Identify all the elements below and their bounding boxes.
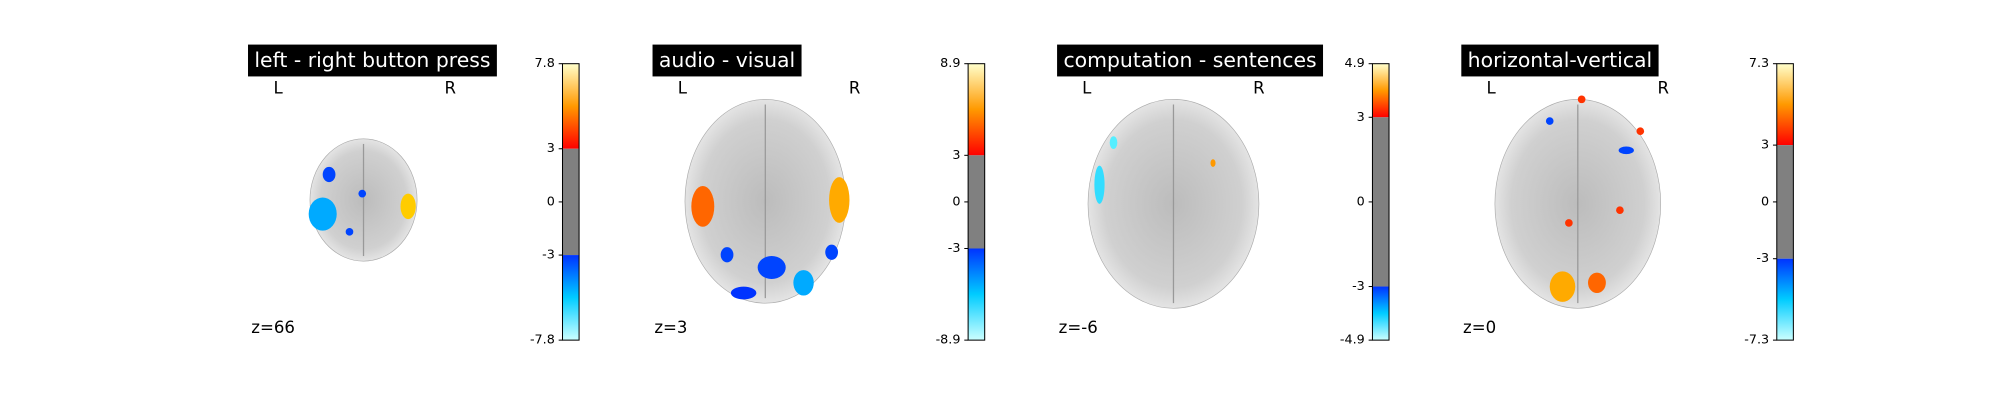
title-background	[248, 44, 497, 77]
slice-label: z=0	[1463, 318, 1496, 337]
panel: computation - sentences L Rz=-6 4.9 3 0 -3 -4.9	[1057, 44, 1390, 348]
left-label: L	[1082, 79, 1092, 98]
colorbar-neutral	[968, 155, 985, 249]
colorbar-negative	[1776, 258, 1794, 341]
panel: horizontal-vertical L Rz=0 7.3 3 0 -3 -7.3	[1461, 44, 1794, 348]
colorbar-tick-label: -3	[1756, 251, 1769, 266]
colorbar-tick-label: -8.9	[936, 333, 961, 348]
activation	[829, 177, 850, 223]
title-background	[1057, 44, 1324, 77]
slice-label: z=66	[251, 318, 295, 337]
activation	[1094, 165, 1105, 204]
colorbar-tick-label: 0	[1357, 194, 1365, 209]
activation	[1109, 136, 1118, 150]
activation	[308, 197, 337, 231]
colorbar-tick-label: 7.3	[1749, 56, 1769, 71]
colorbar-neutral	[1372, 117, 1390, 287]
right-label: R	[849, 79, 861, 98]
colorbar-positive	[1372, 63, 1390, 118]
colorbar-positive	[1776, 63, 1794, 146]
panel-title: audio - visual	[659, 48, 795, 72]
activation	[730, 286, 757, 300]
title-background	[652, 44, 802, 77]
activation	[1618, 146, 1634, 155]
colorbar-tick-label: -3	[948, 241, 961, 256]
colorbar-tick-label: 3	[1761, 138, 1769, 153]
panel: left - right button press L Rz=66 7.8 3 0 -3 -7…	[248, 44, 580, 348]
panel-title: horizontal-vertical	[1468, 48, 1653, 72]
activation	[1616, 206, 1624, 215]
activation	[322, 166, 336, 183]
activation	[400, 193, 416, 220]
colorbar-negative	[562, 255, 580, 341]
colorbar-neutral	[562, 148, 580, 256]
colorbar-tick-label: 7.8	[535, 56, 555, 71]
activation	[1577, 95, 1586, 104]
activation	[757, 256, 786, 279]
colorbar-tick-label: 0	[547, 194, 555, 209]
colorbar-tick-label: 3	[1357, 110, 1365, 125]
colorbar-tick-label: 3	[547, 141, 555, 156]
slice-label: z=3	[654, 318, 687, 337]
colorbar-negative	[968, 248, 985, 341]
colorbar-positive	[968, 63, 985, 156]
left-label: L	[273, 79, 283, 98]
activation	[1565, 219, 1573, 227]
colorbar-tick-label: 4.9	[1345, 56, 1365, 71]
activation	[825, 244, 839, 260]
colorbar-tick-label: 0	[952, 194, 960, 209]
colorbar-positive	[562, 63, 580, 149]
right-label: R	[1658, 79, 1670, 98]
colorbar-tick-label: -4.9	[1340, 333, 1365, 348]
activation	[1210, 159, 1216, 167]
activation	[1545, 117, 1554, 125]
colorbar-tick-label: -7.3	[1744, 333, 1769, 348]
activation	[691, 185, 715, 227]
slice-label: z=-6	[1059, 318, 1098, 337]
activation	[1588, 272, 1606, 293]
left-label: L	[678, 79, 688, 98]
title-background	[1461, 44, 1659, 77]
activation	[1636, 127, 1645, 136]
colorbar-tick-label: 3	[952, 148, 960, 163]
colorbar-tick-label: 8.9	[940, 56, 960, 71]
activation	[793, 270, 814, 296]
left-label: L	[1486, 79, 1496, 98]
colorbar-tick-label: 0	[1761, 194, 1769, 209]
panel: audio - visual L Rz=3 8.9 3 0 -3 -8.9	[652, 44, 986, 348]
right-label: R	[1253, 79, 1265, 98]
colorbar-neutral	[1776, 145, 1794, 259]
activation	[358, 189, 367, 198]
colorbar-tick-label: -3	[1352, 279, 1365, 294]
activation	[345, 228, 354, 236]
colorbar-tick-label: -7.8	[530, 333, 555, 348]
activation	[720, 247, 734, 263]
panel-title: computation - sentences	[1063, 48, 1316, 72]
colorbar-negative	[1372, 286, 1390, 341]
colorbar-tick-label: -3	[542, 248, 555, 263]
panel-title: left - right button press	[254, 48, 490, 72]
activation	[1549, 271, 1576, 302]
right-label: R	[444, 79, 456, 98]
